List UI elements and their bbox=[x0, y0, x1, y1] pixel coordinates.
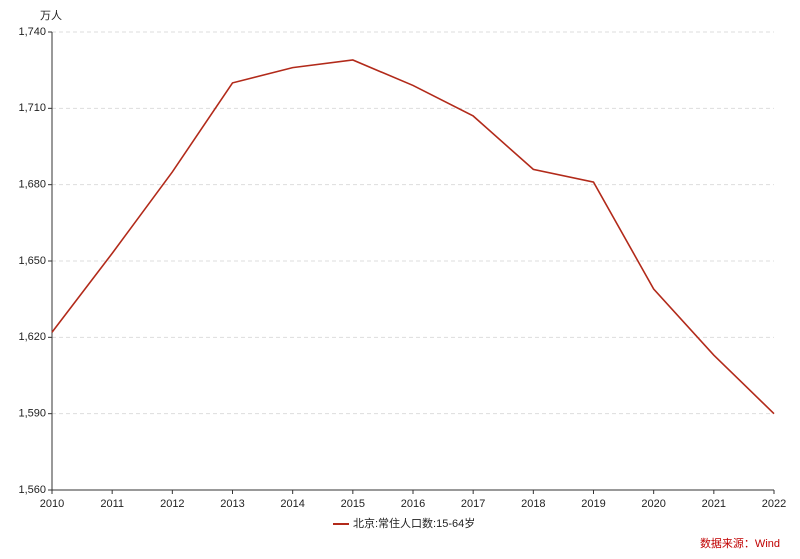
x-tick-label: 2020 bbox=[641, 498, 665, 510]
x-tick-label: 2014 bbox=[280, 498, 304, 510]
x-tick-label: 2017 bbox=[461, 498, 485, 510]
y-tick-label: 1,740 bbox=[18, 26, 46, 38]
y-unit: 万人 bbox=[40, 9, 62, 22]
y-tick-label: 1,590 bbox=[18, 408, 46, 420]
source-note: 数据来源：Wind bbox=[700, 536, 780, 550]
y-tick-label: 1,620 bbox=[18, 331, 46, 343]
x-tick-label: 2018 bbox=[521, 498, 545, 510]
x-tick-label: 2011 bbox=[100, 498, 124, 510]
y-tick-label: 1,710 bbox=[18, 102, 46, 114]
x-tick-label: 2015 bbox=[341, 498, 365, 510]
x-tick-label: 2022 bbox=[762, 498, 786, 510]
x-tick-label: 2021 bbox=[702, 498, 726, 510]
x-tick-label: 2012 bbox=[160, 498, 184, 510]
y-tick-label: 1,560 bbox=[18, 484, 46, 496]
series-line bbox=[51, 59, 775, 415]
x-tick-label: 2019 bbox=[581, 498, 605, 510]
x-tick-label: 2010 bbox=[40, 498, 64, 510]
legend-label: 北京:常住人口数:15-64岁 bbox=[353, 516, 475, 530]
y-tick-label: 1,680 bbox=[18, 179, 46, 191]
x-tick-label: 2016 bbox=[401, 498, 425, 510]
x-tick-label: 2013 bbox=[220, 498, 244, 510]
y-tick-label: 1,650 bbox=[18, 255, 46, 267]
